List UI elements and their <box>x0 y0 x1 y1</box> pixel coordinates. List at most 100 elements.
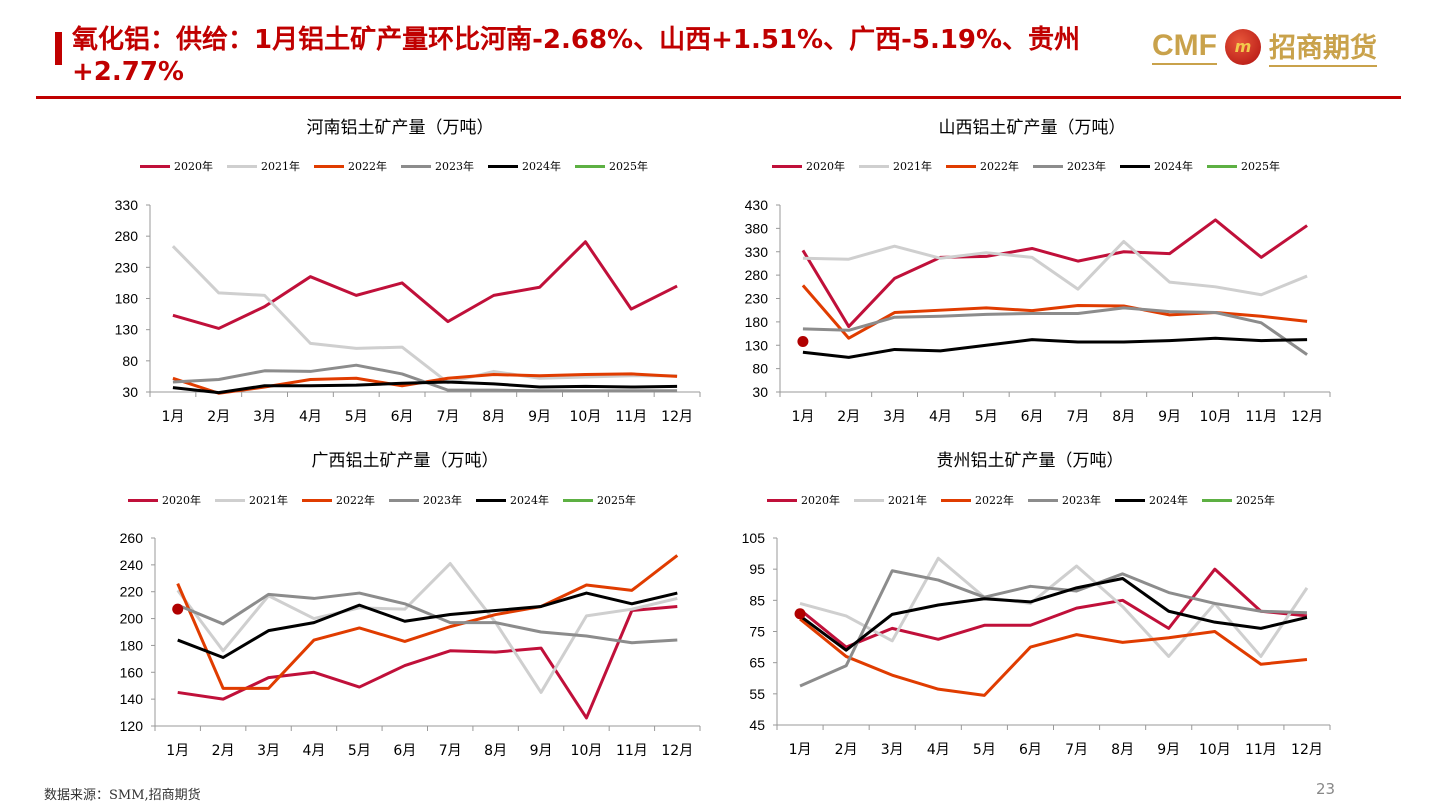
legend-item: 2022年 <box>946 158 1019 174</box>
x-tick-label: 3月 <box>883 409 906 425</box>
series-point-2025 <box>794 608 806 620</box>
legend-swatch <box>1028 498 1058 502</box>
x-tick-label: 12月 <box>1291 742 1323 758</box>
x-tick-label: 7月 <box>436 409 459 425</box>
x-tick-label: 8月 <box>1112 409 1135 425</box>
x-tick-label: 5月 <box>975 409 998 425</box>
x-tick-label: 8月 <box>482 409 505 425</box>
legend-item: 2021年 <box>227 158 300 174</box>
legend-label: 2020年 <box>162 494 201 507</box>
page-number: 23 <box>1316 780 1336 798</box>
y-tick-label: 30 <box>752 384 768 400</box>
legend-label: 2024年 <box>510 494 549 507</box>
y-tick-label: 260 <box>120 530 144 546</box>
legend-label: 2024年 <box>1149 494 1188 507</box>
series-line-2023 <box>799 569 1308 688</box>
legend-swatch <box>859 164 889 168</box>
series-line-2021 <box>799 556 1309 658</box>
series-line-2024 <box>177 591 678 660</box>
legend-label: 2022年 <box>980 160 1019 173</box>
x-tick-label: 12月 <box>661 409 693 425</box>
x-tick-label: 2月 <box>212 743 235 759</box>
legend-swatch <box>1120 164 1150 168</box>
legend-swatch <box>1033 164 1063 168</box>
legend-item: 2025年 <box>1207 158 1280 174</box>
series-line-2020 <box>799 567 1308 649</box>
legend-swatch <box>389 498 419 502</box>
y-tick-label: 330 <box>745 244 769 260</box>
y-tick-label: 180 <box>745 314 769 330</box>
x-tick-label: 9月 <box>528 409 551 425</box>
x-tick-label: 1月 <box>161 409 184 425</box>
legend-item: 2022年 <box>941 492 1014 508</box>
series-line-2024 <box>802 336 1308 359</box>
y-tick-label: 80 <box>752 361 768 377</box>
legend-label: 2020年 <box>801 494 840 507</box>
legend-label: 2022年 <box>975 494 1014 507</box>
series-point-2025 <box>172 603 184 615</box>
legend-label: 2023年 <box>1067 160 1106 173</box>
x-tick-label: 2月 <box>207 409 230 425</box>
legend-label: 2023年 <box>435 160 474 173</box>
x-tick-label: 11月 <box>615 409 647 425</box>
chart-legend: 2020年 2021年 2022年 2023年 2024年 2025年 <box>128 492 636 508</box>
x-tick-label: 5月 <box>973 742 996 758</box>
series-point-2025 <box>797 336 809 348</box>
x-tick-label: 3月 <box>881 742 904 758</box>
legend-label: 2025年 <box>609 160 648 173</box>
legend-label: 2021年 <box>893 160 932 173</box>
y-tick-label: 45 <box>749 717 765 733</box>
legend-label: 2025年 <box>597 494 636 507</box>
legend-label: 2022年 <box>348 160 387 173</box>
legend-label: 2021年 <box>249 494 288 507</box>
y-tick-label: 180 <box>115 291 139 307</box>
chart-title: 贵州铝土矿产量（万吨） <box>936 451 1124 471</box>
x-tick-label: 1月 <box>789 742 812 758</box>
y-tick-label: 95 <box>749 561 765 577</box>
x-tick-label: 10月 <box>571 743 603 759</box>
x-tick-label: 4月 <box>299 409 322 425</box>
y-tick-label: 180 <box>120 637 144 653</box>
legend-swatch <box>128 498 158 502</box>
x-tick-label: 5月 <box>348 743 371 759</box>
series-line-2021 <box>802 239 1308 297</box>
legend-swatch <box>140 164 170 168</box>
x-tick-label: 8月 <box>1111 742 1134 758</box>
y-tick-label: 130 <box>745 337 769 353</box>
series-line-2023 <box>177 591 678 645</box>
legend-item: 2023年 <box>389 492 462 508</box>
y-tick-label: 120 <box>120 718 144 734</box>
y-tick-label: 430 <box>745 197 769 213</box>
x-tick-label: 9月 <box>530 743 553 759</box>
x-tick-label: 11月 <box>1245 742 1277 758</box>
legend-item: 2024年 <box>1115 492 1188 508</box>
chart-legend: 2020年 2021年 2022年 2023年 2024年 2025年 <box>767 492 1275 508</box>
x-tick-label: 6月 <box>1019 742 1042 758</box>
y-tick-label: 140 <box>120 691 144 707</box>
legend-swatch <box>488 164 518 168</box>
legend-item: 2025年 <box>575 158 648 174</box>
legend-item: 2021年 <box>859 158 932 174</box>
legend-item: 2024年 <box>1120 158 1193 174</box>
x-tick-label: 1月 <box>166 743 189 759</box>
x-tick-label: 4月 <box>927 742 950 758</box>
y-tick-label: 105 <box>742 530 766 546</box>
x-tick-label: 10月 <box>1200 409 1232 425</box>
legend-item: 2023年 <box>1033 158 1106 174</box>
series-line-2023 <box>172 363 678 393</box>
legend-swatch <box>1202 498 1232 502</box>
legend-swatch <box>575 164 605 168</box>
legend-item: 2022年 <box>302 492 375 508</box>
x-tick-label: 3月 <box>257 743 280 759</box>
title-accent-bar <box>55 32 62 65</box>
y-tick-label: 200 <box>120 611 144 627</box>
x-tick-label: 12月 <box>661 743 693 759</box>
legend-label: 2024年 <box>522 160 561 173</box>
legend-item: 2022年 <box>314 158 387 174</box>
legend-label: 2020年 <box>806 160 845 173</box>
series-line-2023 <box>802 306 1308 356</box>
x-tick-label: 12月 <box>1291 409 1323 425</box>
legend-item: 2021年 <box>854 492 927 508</box>
legend-label: 2021年 <box>888 494 927 507</box>
chart-title: 山西铝土矿产量（万吨） <box>938 118 1126 138</box>
